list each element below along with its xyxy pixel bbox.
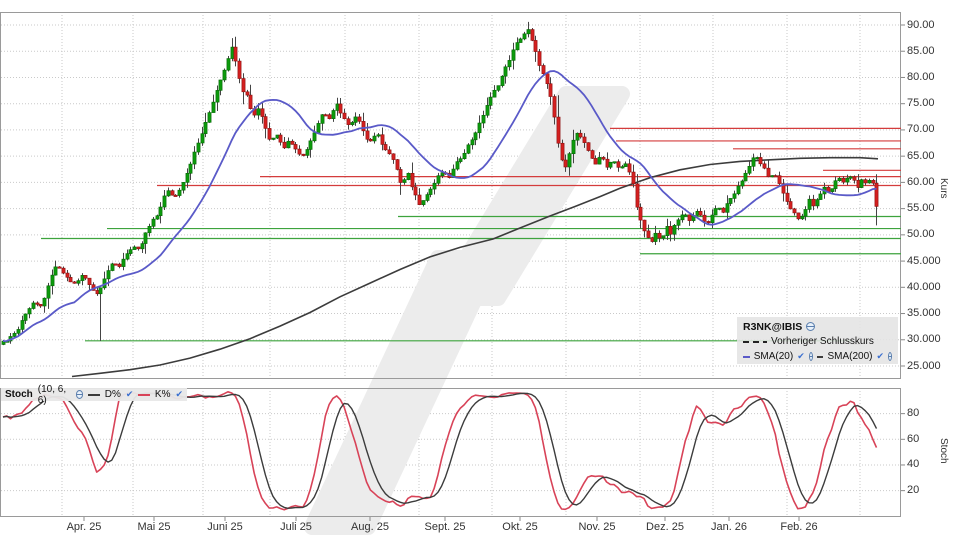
month-label: Aug. 25 — [351, 521, 389, 533]
stoch-tick-label: 40 — [907, 458, 920, 471]
price-tick-label: 90.00 — [907, 18, 935, 31]
sma20-line-sample — [743, 355, 750, 358]
month-label: Mai 25 — [137, 521, 171, 533]
month-label: Apr. 25 — [66, 521, 102, 533]
price-tick-label: 45.000 — [907, 254, 941, 267]
month-label: Juli 25 — [280, 521, 312, 533]
stoch-params: (10, 6, 6) — [37, 383, 67, 406]
sma20-label: SMA(20) — [753, 351, 794, 362]
stoch-d-line-sample — [88, 393, 100, 396]
stoch-tick-label: 60 — [907, 432, 920, 445]
price-tick-label: 35.000 — [907, 307, 941, 320]
price-tick-label: 70.00 — [907, 123, 935, 136]
stoch-header: Stoch (10, 6, 6) D% ✔ K% ✔ — [1, 384, 187, 406]
price-tick-label: 65.00 — [907, 149, 935, 162]
stoch-axis-title: Stoch — [938, 438, 949, 464]
prev-close-line-sample — [743, 340, 767, 343]
price-tick-label: 60.00 — [907, 175, 935, 188]
price-tick-label: 40.000 — [907, 280, 941, 293]
globe-icon[interactable] — [808, 352, 813, 361]
stoch-tick-label: 20 — [907, 484, 920, 497]
price-tick-label: 25.000 — [907, 359, 941, 372]
price-tick-label: 80.00 — [907, 70, 935, 83]
stoch-name: Stoch — [5, 389, 33, 400]
symbol-label: R3NK@IBIS — [743, 320, 803, 333]
price-tick-label: 50.00 — [907, 228, 935, 241]
stoch-d-checkbox[interactable]: ✔ — [125, 389, 134, 399]
prev-close-label: Vorheriger Schlusskurs — [771, 336, 874, 347]
price-tick-label: 85.00 — [907, 44, 935, 57]
month-label: Feb. 26 — [780, 521, 818, 533]
kurs-axis-title: Kurs — [938, 178, 949, 199]
month-label: Juni 25 — [207, 521, 243, 533]
stoch-d-label: D% — [104, 389, 121, 400]
globe-icon[interactable] — [888, 352, 892, 361]
sma200-checkbox[interactable]: ✔ — [876, 351, 885, 361]
month-label: Dez. 25 — [646, 521, 684, 533]
sma20-checkbox[interactable]: ✔ — [797, 351, 805, 361]
stoch-k-label: K% — [154, 389, 171, 400]
stoch-k-line-sample — [138, 393, 150, 396]
globe-icon[interactable] — [806, 322, 816, 331]
month-label: Nov. 25 — [578, 521, 616, 533]
stoch-tick-label: 80 — [907, 407, 920, 420]
legend-box: R3NK@IBIS Vorheriger Schlusskurs SMA(20)… — [737, 317, 898, 364]
price-tick-label: 30.000 — [907, 333, 941, 346]
price-tick-label: 75.00 — [907, 97, 935, 110]
month-label: Jan. 26 — [710, 521, 748, 533]
month-label: Okt. 25 — [502, 521, 538, 533]
month-label: Sept. 25 — [424, 521, 466, 533]
globe-icon[interactable] — [75, 390, 84, 399]
sma200-line-sample — [816, 355, 824, 358]
sma200-label: SMA(200) — [827, 351, 873, 362]
stoch-k-checkbox[interactable]: ✔ — [175, 389, 184, 399]
price-tick-label: 55.00 — [907, 202, 935, 215]
